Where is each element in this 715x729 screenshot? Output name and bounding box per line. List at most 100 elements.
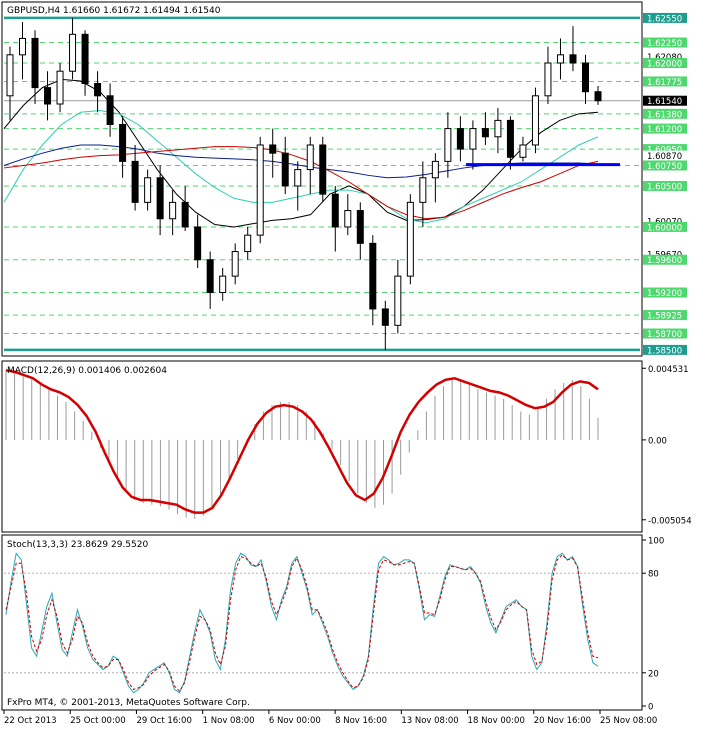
- price-label-box: [643, 144, 687, 155]
- price-label: 1.62000: [647, 60, 682, 70]
- candle-body: [369, 242, 377, 310]
- price-label-box: [643, 108, 687, 119]
- price-label: 1.60750: [647, 162, 682, 172]
- price-label-box: [643, 150, 687, 161]
- candle-body: [431, 160, 439, 179]
- candle-body: [494, 119, 502, 138]
- price-label: 1.61380: [647, 110, 682, 120]
- watermark: FxPro MT4, © 2001-2013, MetaQuotes Softw…: [7, 698, 250, 708]
- candle-body: [419, 177, 427, 203]
- candle-body: [281, 152, 289, 187]
- candle-body: [119, 123, 127, 162]
- candle-body: [219, 275, 227, 294]
- candle-body: [481, 128, 489, 138]
- price-label-box: [643, 51, 687, 62]
- candle-body: [6, 54, 14, 97]
- candle-body: [256, 144, 264, 236]
- macd-tick-label: 0.00: [648, 436, 667, 446]
- price-label-box: [643, 221, 687, 232]
- stoch-tick-label: 0: [648, 703, 653, 713]
- x-tick-label: 29 Oct 16:00: [136, 716, 191, 726]
- x-tick-label: 8 Nov 16:00: [335, 716, 387, 726]
- price-label: 1.60870: [647, 152, 682, 162]
- price-label: 1.62550: [647, 14, 682, 24]
- price-label-box: [643, 160, 687, 171]
- price-label: 1.58925: [647, 312, 682, 322]
- candle-body: [344, 210, 352, 228]
- price-label-box: [643, 216, 687, 227]
- price-label: 1.58500: [647, 346, 682, 356]
- candle-body: [531, 95, 539, 146]
- price-label: 1.60500: [647, 182, 682, 192]
- price-label-box: [643, 37, 687, 48]
- price-label-box: [643, 12, 687, 23]
- ma-line: [3, 78, 599, 228]
- candle-body: [56, 70, 64, 105]
- candle-body: [331, 193, 339, 228]
- x-tick-label: 13 Nov 08:00: [401, 716, 458, 726]
- candle-body: [319, 144, 327, 195]
- x-tick-label: 25 Oct 00:00: [70, 716, 125, 726]
- candle-body: [356, 210, 364, 244]
- price-label: 1.59600: [647, 256, 682, 266]
- stoch-series: 100 80 20 0: [4, 537, 664, 713]
- price-label-box: [643, 344, 687, 355]
- ma-line: [3, 146, 599, 220]
- price-label: 1.59200: [647, 289, 682, 299]
- candle-body: [444, 128, 452, 162]
- stoch-tick-label: 100: [648, 537, 664, 547]
- candle-body: [294, 169, 302, 187]
- stoch-tick-label: 80: [648, 570, 659, 580]
- stoch-tick-label: 20: [648, 669, 659, 679]
- candle-body: [394, 275, 402, 326]
- candle-body: [31, 37, 39, 89]
- macd-tick-label: 0.004531: [648, 365, 689, 375]
- price-label: 1.61200: [647, 125, 682, 135]
- candle-body: [44, 87, 52, 105]
- candle-body: [19, 37, 27, 56]
- price-label: 1.61775: [647, 78, 682, 88]
- stoch-signal-line: [5, 554, 599, 692]
- candle-body: [594, 91, 602, 102]
- candle-body: [569, 54, 577, 64]
- candle-body: [244, 234, 252, 253]
- x-tick-label: 18 Nov 00:00: [468, 716, 525, 726]
- candle-body: [544, 62, 552, 97]
- candle-body: [194, 226, 202, 261]
- price-label: 1.60000: [647, 223, 682, 233]
- candle-body: [456, 128, 464, 150]
- candle-body: [156, 177, 164, 220]
- macd-panel: [1, 360, 643, 533]
- candle-body: [269, 144, 277, 154]
- price-label: 1.62250: [647, 39, 682, 49]
- ma-line: [3, 110, 599, 224]
- price-label-box: [643, 58, 687, 69]
- x-tick-label: 1 Nov 08:00: [203, 716, 255, 726]
- x-tick-label: 20 Nov 16:00: [534, 716, 591, 726]
- price-label-box: [643, 254, 687, 265]
- price-label-box: [643, 95, 687, 106]
- macd-signal-line: [5, 369, 599, 514]
- price-label-box: [643, 123, 687, 134]
- candle-body: [581, 62, 589, 93]
- candle-body: [94, 83, 102, 97]
- candle-body: [106, 95, 114, 125]
- candle-body: [406, 201, 414, 277]
- price-label: 1.58700: [647, 330, 682, 340]
- x-tick-label: 22 Oct 2013: [4, 716, 57, 726]
- candle-body: [231, 251, 239, 277]
- candle-body: [69, 33, 77, 72]
- price-label-box: [643, 76, 687, 87]
- candle-body: [206, 259, 214, 294]
- candle-body: [556, 54, 564, 64]
- price-label: 1.62080: [647, 53, 682, 63]
- candle-body: [131, 160, 139, 203]
- candle-body: [81, 33, 89, 85]
- candle-body: [519, 144, 527, 158]
- price-label: 1.61540: [647, 97, 682, 107]
- x-tick-label: 6 Nov 00:00: [269, 716, 321, 726]
- price-label-box: [643, 310, 687, 321]
- candle-body: [181, 201, 189, 228]
